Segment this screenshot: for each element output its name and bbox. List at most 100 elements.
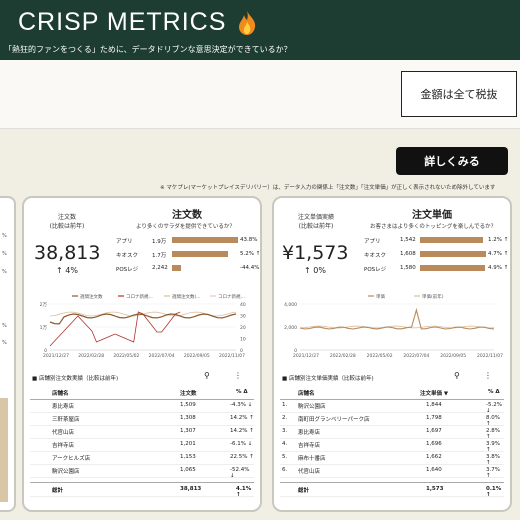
channel-delta: 4.7% ↑ (488, 251, 509, 257)
card-question: より多くのサラダを提供できているか？ (136, 224, 235, 230)
rank: 5. (282, 454, 288, 460)
store-name: 三軒茶屋店 (52, 417, 80, 423)
store-orders-table: 店舗名 注文数 % Δ 恵比寿店 1,509 -4.3% ↓ 三軒茶屋店 1,308 14… (30, 386, 254, 504)
channel-delta: -44.4% ↓ (240, 265, 260, 271)
delta-pct: 22.5% ↑ (230, 454, 254, 460)
delta-pct: 14.2% ↑ (230, 415, 254, 421)
filter-icon[interactable]: ⚲ (204, 371, 210, 380)
total-delta: 4.1% ↑ (236, 486, 252, 498)
channel-row: アプリ 1.9万 43.8% ↑ (116, 236, 262, 245)
table-total-row: 総計 1,573 0.1% ↑ (280, 482, 504, 498)
left-tick: % (2, 323, 7, 329)
table-row[interactable]: 恵比寿店 1,509 -4.3% ↓ (30, 399, 254, 413)
col-delta[interactable]: % Δ (488, 389, 500, 395)
store-name: 駒沢公園店 (298, 404, 326, 410)
table-total-row: 総計 38,813 4.1% ↑ (30, 482, 254, 498)
table-row[interactable]: 2. 南町田グランベリーパーク店 1,798 8.0% ↑ (280, 412, 504, 427)
total-label: 総計 (298, 488, 310, 494)
channel-bar (172, 251, 229, 257)
store-price-table: 店舗名 注文単価 ▼ % Δ 1. 駒沢公園店 1,844 -5.2% ↓ 2. 南町田グ… (280, 386, 504, 504)
avg-price: 1,640 (426, 467, 442, 473)
detail-button[interactable]: 詳しくみる (396, 147, 508, 175)
legend-label: コロナ新規... (218, 293, 245, 300)
channel-value: 1,580 (400, 265, 416, 271)
orders-card: 注文数 (比較は前年) 38,813 ↑ 4% 注文数 より多くのサラダを提供で… (22, 196, 262, 512)
channel-row: キオスク 1.7万 5.2% ↑ (116, 250, 261, 259)
order-count: 1,509 (180, 402, 196, 408)
channel-label: キオスク (116, 253, 139, 259)
col-delta[interactable]: % Δ (236, 389, 248, 395)
rank: 6. (282, 467, 288, 473)
channel-delta: 43.8% ↑ (240, 237, 262, 243)
store-name: 麻布十番店 (298, 456, 326, 462)
col-price[interactable]: 注文単価 ▼ (420, 391, 449, 397)
table-header-row: 店舗名 注文単価 ▼ % Δ (280, 386, 504, 400)
total-value: 38,813 (180, 486, 202, 492)
table-row[interactable]: 吉祥寺店 1,201 -6.1% ↓ (30, 438, 254, 452)
filter-icon[interactable]: ⚲ (454, 371, 460, 380)
delta-pct: -52.4% ↓ (230, 467, 250, 479)
x-tick-label: 2022/05/02 (367, 353, 393, 359)
kpi-title-line2: (比較は前年) (298, 223, 334, 230)
y-tick-label: 1万 (40, 325, 48, 331)
left-tick: % (2, 233, 7, 239)
store-name: アークヒルズ店 (52, 456, 91, 462)
series-line-covid (49, 311, 181, 347)
table-title: ■ 店舗別注文数実績（比較は前年) (32, 376, 119, 382)
kpi-title: 注文単価実績 (比較は前年) (288, 212, 344, 230)
left-tick: % (2, 269, 7, 275)
x-tick-label: 2022/02/28 (78, 353, 104, 359)
table-row[interactable]: 6. 代官山店 1,640 3.7% ↑ (280, 464, 504, 479)
legend-label: 週間注文数 (80, 293, 103, 300)
kpi-title-line2: (比較は前年) (49, 223, 85, 230)
channel-row: POSレジ 1,580 4.9% ↑ (364, 264, 510, 273)
channel-bar (420, 265, 485, 271)
table-row[interactable]: アークヒルズ店 1,153 22.5% ↑ (30, 451, 254, 465)
delta-pct: 3.8% ↑ (486, 454, 500, 466)
table-row[interactable]: 駒沢公園店 1,065 -52.4% ↓ (30, 464, 254, 479)
delta-pct: -5.2% ↓ (486, 402, 502, 414)
channel-delta: 4.9% ↑ (488, 265, 509, 271)
channel-delta: 5.2% ↑ (240, 251, 261, 257)
order-count: 1,201 (180, 441, 196, 447)
left-tick: % (2, 251, 7, 257)
y2-tick-label: 40 (240, 302, 246, 308)
delta-pct: 8.0% ↑ (486, 415, 500, 427)
order-price-card: 注文単価実績 (比較は前年) ¥1,573 ↑ 0% 注文単価 お客さまはより多… (272, 196, 512, 512)
table-row[interactable]: 3. 恵比寿店 1,697 2.8% ↑ (280, 425, 504, 440)
x-tick-label: 2022/11/07 (219, 353, 245, 359)
kpi-delta: ↑ 4% (56, 266, 78, 275)
x-tick-label: 2022/02/28 (330, 353, 356, 359)
kpi-title-line1: 注文単価実績 (297, 214, 334, 221)
col-orders[interactable]: 注文数 (180, 391, 197, 397)
x-tick-label: 2022/09/05 (440, 353, 466, 359)
x-tick-label: 2022/05/02 (113, 353, 139, 359)
more-icon[interactable]: ⋮ (484, 371, 492, 380)
table-row[interactable]: 三軒茶屋店 1,308 14.2% ↑ (30, 412, 254, 426)
rank: 1. (282, 402, 288, 408)
channel-label: POSレジ (364, 267, 387, 273)
channel-value: 1,608 (400, 251, 416, 257)
legend-label: コロナ新規... (126, 293, 153, 300)
y-tick-label: 4,000 (284, 302, 297, 308)
col-store[interactable]: 店舗名 (298, 391, 315, 397)
delta-pct: 3.7% ↑ (486, 467, 500, 479)
channel-label: アプリ (364, 239, 381, 245)
rank: 3. (282, 428, 288, 434)
col-store[interactable]: 店舗名 (52, 391, 69, 397)
kpi-value: 38,813 (34, 242, 101, 264)
table-row[interactable]: 1. 駒沢公園店 1,844 -5.2% ↓ (280, 399, 504, 414)
table-row[interactable]: 代官山店 1,307 14.2% ↑ (30, 425, 254, 439)
kpi-title: 注文数 (比較は前年) (44, 212, 90, 230)
order-count: 1,308 (180, 415, 196, 421)
more-icon[interactable]: ⋮ (234, 371, 242, 380)
exclusion-notice: ※ マケプレ(マーケットプレイスデリバリー）は、データ入力の関係上「注文数」「注… (160, 185, 496, 191)
delta-pct: -6.1% ↓ (230, 441, 253, 447)
table-row[interactable]: 5. 麻布十番店 1,662 3.8% ↑ (280, 451, 504, 466)
order-count: 1,065 (180, 467, 196, 473)
table-row[interactable]: 4. 吉祥寺店 1,696 3.9% ↑ (280, 438, 504, 453)
channel-bar (420, 251, 486, 257)
delta-pct: -4.3% ↓ (230, 402, 253, 408)
rank: 2. (282, 415, 288, 421)
